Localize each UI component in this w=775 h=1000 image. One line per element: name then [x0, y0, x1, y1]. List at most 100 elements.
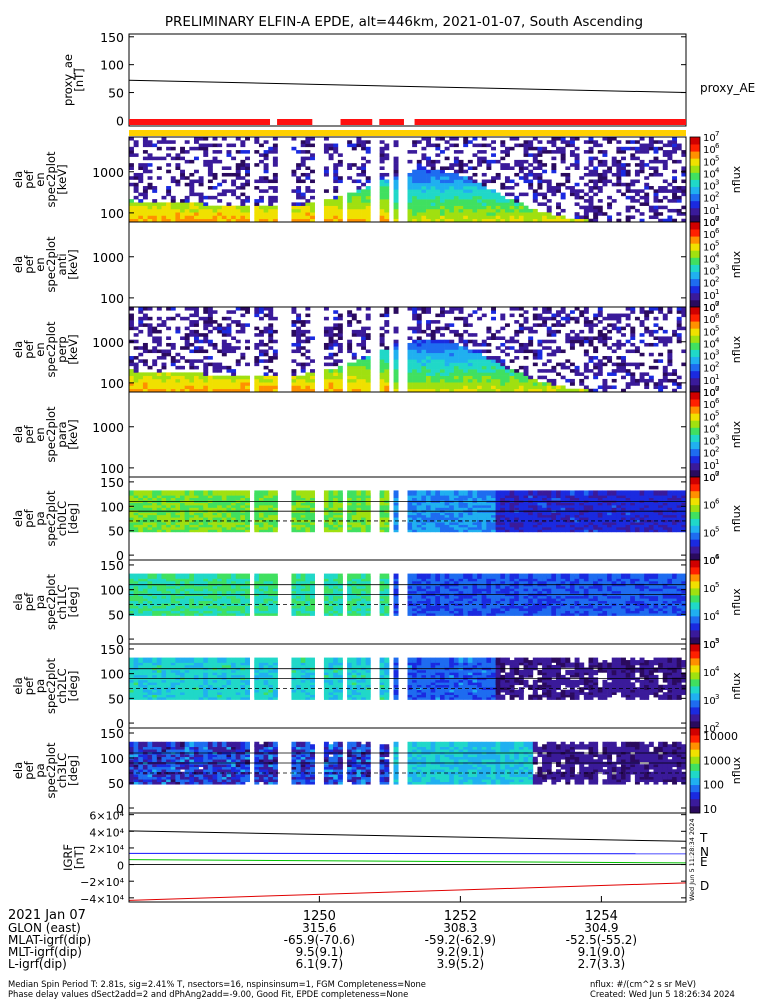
heatmap-cell	[384, 346, 390, 350]
colorbar-swatch	[690, 363, 700, 372]
heatmap-cell	[416, 329, 422, 334]
colorbar-tick: 10 5	[703, 409, 719, 423]
heatmap-cell	[393, 369, 399, 373]
heatmap-cell	[491, 490, 496, 496]
heatmap-cell	[361, 182, 367, 187]
heatmap-cell	[551, 163, 557, 167]
heatmap-cell	[560, 215, 566, 220]
colorbar-tick: 10 4	[703, 251, 720, 265]
heatmap-cell	[556, 218, 561, 223]
heatmap-cell	[268, 339, 274, 344]
heatmap-cell	[152, 490, 158, 496]
heatmap-cell	[203, 349, 209, 354]
y-label-line: [keV]	[66, 249, 80, 279]
heatmap-cell	[156, 382, 162, 386]
heatmap-cell	[356, 172, 362, 177]
heatmap-cell	[138, 316, 144, 321]
heatmap-cell	[337, 159, 343, 164]
heatmap-cell	[523, 176, 529, 180]
heatmap-cell	[412, 346, 418, 350]
heatmap-cell	[528, 336, 534, 340]
heatmap-cell	[412, 150, 418, 154]
heatmap-cell	[263, 176, 269, 180]
heatmap-cell	[138, 382, 144, 386]
heatmap-cell	[514, 375, 520, 380]
heatmap-cell	[491, 385, 496, 390]
heatmap-cell	[356, 179, 362, 184]
heatmap-cell	[310, 212, 315, 216]
heatmap-cell	[593, 323, 599, 327]
heatmap-cell	[528, 163, 534, 167]
heatmap-cell	[472, 375, 478, 380]
heatmap-cell	[156, 356, 162, 360]
heatmap-cell	[458, 382, 464, 386]
heatmap-cell	[365, 313, 371, 318]
heatmap-cell	[537, 146, 543, 151]
heatmap-cell	[272, 205, 278, 210]
heatmap-cell	[328, 143, 334, 148]
heatmap-cell	[611, 378, 617, 383]
heatmap-cell	[676, 326, 682, 331]
heatmap-cell	[240, 329, 246, 334]
heatmap-cell	[565, 218, 571, 223]
colorbar-swatch	[690, 172, 700, 180]
heatmap-cell	[537, 212, 543, 216]
heatmap-cell	[449, 195, 455, 200]
heatmap-cell	[514, 202, 520, 206]
heatmap-cell	[231, 192, 237, 197]
y-label-line: [keV]	[66, 334, 80, 364]
heatmap-cell	[407, 202, 413, 206]
heatmap-cell	[268, 316, 274, 321]
heatmap-cell	[337, 359, 343, 363]
heatmap-cell	[393, 372, 399, 376]
heatmap-cell	[235, 150, 241, 154]
heatmap-cell	[602, 137, 608, 141]
heatmap-cell	[523, 310, 529, 314]
heatmap-cell	[347, 212, 353, 216]
heatmap-cell	[444, 323, 450, 327]
heatmap-cell	[453, 189, 459, 193]
heatmap-cell	[337, 316, 343, 321]
heatmap-cell	[189, 313, 195, 318]
heatmap-cell	[662, 143, 668, 148]
heatmap-cell	[648, 208, 654, 213]
heatmap-cell	[203, 159, 209, 164]
heatmap-cell	[296, 385, 302, 390]
heatmap-cell	[565, 316, 571, 321]
heatmap-cell	[254, 346, 260, 350]
heatmap-cell	[630, 146, 636, 151]
heatmap-cell	[240, 163, 246, 167]
heatmap-cell	[551, 365, 557, 370]
heatmap-cell	[166, 388, 172, 393]
colorbar-tick-exponent: 3	[715, 349, 719, 357]
heatmap-cell	[129, 316, 134, 321]
colorbar-tick-exponent: 5	[715, 154, 719, 162]
heatmap-cell	[463, 212, 469, 216]
colorbar-tick: 10 2	[703, 446, 719, 460]
heatmap-cell	[268, 179, 274, 184]
heatmap-cell	[207, 339, 213, 344]
heatmap-cell	[198, 208, 204, 213]
heatmap-cell	[426, 349, 432, 354]
heatmap-cell	[175, 166, 181, 170]
heatmap-cell	[421, 375, 427, 380]
heatmap-cell	[328, 208, 334, 213]
heatmap-cell	[356, 137, 362, 141]
heatmap-cell	[569, 192, 575, 197]
heatmap-cell	[365, 336, 371, 340]
heatmap-cell	[491, 369, 496, 373]
heatmap-cell	[597, 176, 603, 180]
heatmap-cell	[569, 163, 575, 167]
heatmap-cell	[546, 182, 552, 187]
heatmap-cell	[569, 186, 575, 190]
heatmap-cell	[152, 359, 158, 363]
heatmap-cell	[254, 375, 260, 380]
heatmap-cell	[254, 362, 260, 367]
heatmap-cell	[481, 313, 487, 318]
heatmap-cell	[296, 333, 302, 337]
heatmap-cell	[500, 388, 506, 393]
heatmap-cell	[361, 369, 367, 373]
heatmap-cell	[263, 205, 269, 210]
heatmap-cell	[333, 163, 339, 167]
heatmap-cell	[444, 202, 450, 206]
